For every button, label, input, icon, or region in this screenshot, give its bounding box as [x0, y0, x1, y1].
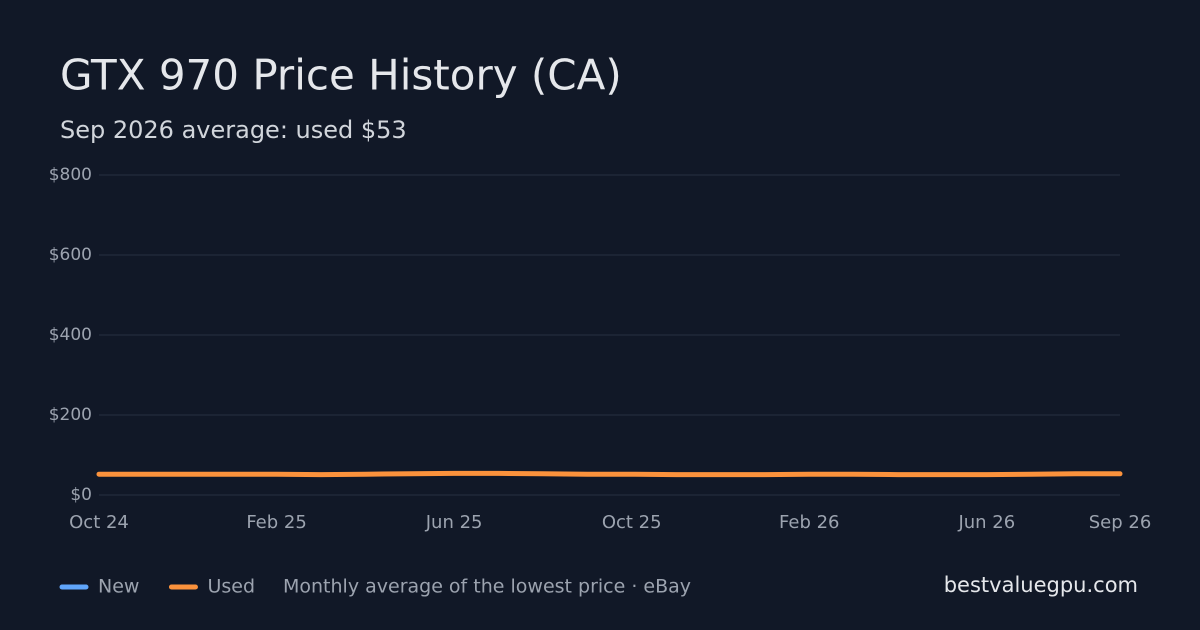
legend-label: New	[98, 576, 139, 598]
x-tick-label: Feb 25	[246, 512, 307, 533]
x-tick-label: Oct 25	[602, 512, 662, 533]
x-tick-label: Sep 26	[1089, 512, 1152, 533]
legend-label: Used	[207, 576, 255, 598]
line	[96, 470, 1123, 478]
x-tick-label: Oct 24	[69, 512, 129, 533]
note: Monthly average of the lowest price · eB…	[283, 576, 691, 598]
y-tick-label: $0	[70, 485, 92, 505]
x-tick-label: Jun 25	[425, 512, 483, 533]
y-tick-label: $400	[49, 325, 92, 345]
y-tick-label: $200	[49, 405, 92, 425]
chart-subtitle: Sep 2026 average: used $53	[60, 116, 407, 144]
x-tick-label: Feb 26	[779, 512, 840, 533]
y-tick-label: $800	[49, 165, 92, 185]
chart-title: GTX 970 Price History (CA)	[60, 51, 622, 100]
site: bestvaluegpu.com	[944, 573, 1138, 597]
y-tick-label: $600	[49, 245, 92, 265]
x-tick-label: Jun 26	[957, 512, 1015, 533]
